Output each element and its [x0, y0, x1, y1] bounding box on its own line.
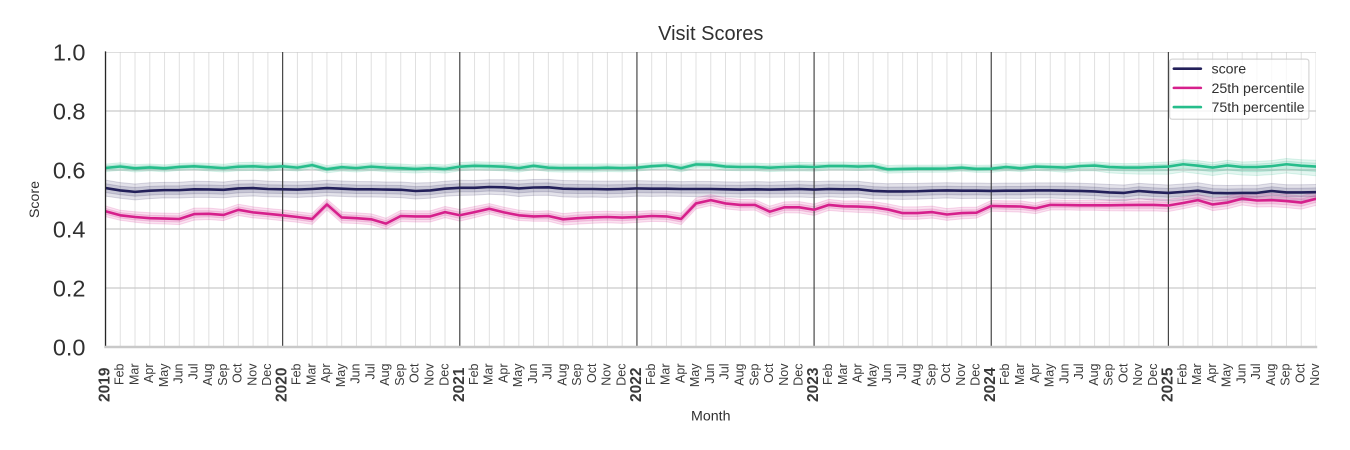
svg-text:Aug: Aug	[555, 363, 569, 385]
svg-text:Jul: Jul	[363, 363, 377, 379]
svg-text:Nov: Nov	[1308, 363, 1322, 386]
svg-text:Oct: Oct	[762, 363, 776, 383]
svg-text:Apr: Apr	[851, 363, 865, 382]
svg-text:Jul: Jul	[1072, 363, 1086, 379]
svg-text:Nov: Nov	[777, 363, 791, 386]
svg-text:0.6: 0.6	[53, 158, 86, 184]
svg-text:Mar: Mar	[127, 363, 141, 385]
svg-text:Mar: Mar	[659, 363, 673, 385]
svg-text:Oct: Oct	[585, 363, 599, 383]
svg-text:Dec: Dec	[614, 363, 628, 385]
svg-text:2022: 2022	[628, 367, 645, 401]
svg-text:Oct: Oct	[231, 363, 245, 383]
svg-text:Oct: Oct	[1293, 363, 1307, 383]
svg-text:Nov: Nov	[1131, 363, 1145, 386]
svg-text:May: May	[865, 363, 879, 387]
svg-text:75th percentile: 75th percentile	[1211, 100, 1304, 116]
svg-text:Aug: Aug	[1264, 363, 1278, 385]
svg-text:Aug: Aug	[201, 363, 215, 385]
svg-text:Oct: Oct	[408, 363, 422, 383]
svg-text:May: May	[1220, 363, 1234, 387]
svg-text:Jun: Jun	[880, 363, 894, 383]
svg-text:Sep: Sep	[570, 363, 584, 385]
svg-text:Apr: Apr	[1205, 363, 1219, 382]
svg-text:Feb: Feb	[467, 363, 481, 385]
svg-text:0.4: 0.4	[53, 217, 86, 243]
svg-text:Jun: Jun	[526, 363, 540, 383]
svg-text:May: May	[1043, 363, 1057, 387]
svg-text:Feb: Feb	[112, 363, 126, 385]
svg-text:Sep: Sep	[216, 363, 230, 385]
svg-text:2019: 2019	[97, 367, 114, 402]
svg-text:May: May	[334, 363, 348, 387]
svg-text:2020: 2020	[274, 367, 291, 401]
svg-text:Jun: Jun	[349, 363, 363, 383]
svg-text:Sep: Sep	[1279, 363, 1293, 385]
svg-text:May: May	[511, 363, 525, 387]
svg-text:Aug: Aug	[378, 363, 392, 385]
svg-text:Dec: Dec	[437, 363, 451, 385]
svg-text:score: score	[1211, 62, 1246, 78]
svg-text:Feb: Feb	[644, 363, 658, 385]
svg-text:Apr: Apr	[673, 363, 687, 382]
svg-text:Dec: Dec	[1146, 363, 1160, 385]
svg-text:Jun: Jun	[172, 363, 186, 383]
svg-text:Sep: Sep	[1102, 363, 1116, 385]
svg-text:Mar: Mar	[1190, 363, 1204, 385]
svg-text:2025: 2025	[1159, 367, 1176, 402]
svg-text:1.0: 1.0	[53, 40, 86, 66]
svg-text:Apr: Apr	[1028, 363, 1042, 382]
svg-text:Feb: Feb	[1175, 363, 1189, 385]
svg-text:Feb: Feb	[290, 363, 304, 385]
svg-text:Visit Scores: Visit Scores	[658, 23, 763, 45]
svg-text:Dec: Dec	[260, 363, 274, 385]
svg-text:Apr: Apr	[496, 363, 510, 382]
svg-text:Nov: Nov	[423, 363, 437, 386]
svg-text:0.8: 0.8	[53, 99, 86, 125]
svg-text:Feb: Feb	[821, 363, 835, 385]
svg-text:Mar: Mar	[836, 363, 850, 385]
svg-text:Mar: Mar	[304, 363, 318, 385]
svg-text:May: May	[688, 363, 702, 387]
svg-text:Oct: Oct	[1116, 363, 1130, 383]
svg-text:Aug: Aug	[1087, 363, 1101, 385]
svg-text:Nov: Nov	[954, 363, 968, 386]
svg-text:0.0: 0.0	[53, 335, 86, 361]
svg-text:Month: Month	[691, 408, 730, 424]
svg-text:Dec: Dec	[969, 363, 983, 385]
svg-text:Aug: Aug	[733, 363, 747, 385]
svg-text:Jun: Jun	[703, 363, 717, 383]
svg-text:Score: Score	[27, 181, 43, 218]
svg-text:0.2: 0.2	[53, 276, 86, 302]
svg-text:Apr: Apr	[142, 363, 156, 382]
svg-text:Sep: Sep	[924, 363, 938, 385]
svg-text:Dec: Dec	[792, 363, 806, 385]
svg-text:Oct: Oct	[939, 363, 953, 383]
svg-text:Nov: Nov	[600, 363, 614, 386]
svg-text:May: May	[157, 363, 171, 387]
svg-text:Jul: Jul	[541, 363, 555, 379]
svg-text:Jul: Jul	[718, 363, 732, 379]
svg-text:Jul: Jul	[1249, 363, 1263, 379]
svg-text:Sep: Sep	[393, 363, 407, 385]
svg-text:Feb: Feb	[998, 363, 1012, 385]
svg-text:25th percentile: 25th percentile	[1211, 81, 1304, 97]
svg-text:Sep: Sep	[747, 363, 761, 385]
svg-text:Aug: Aug	[910, 363, 924, 385]
svg-text:2023: 2023	[805, 367, 822, 402]
svg-text:Mar: Mar	[482, 363, 496, 385]
svg-text:Mar: Mar	[1013, 363, 1027, 385]
svg-text:2024: 2024	[982, 367, 999, 402]
svg-text:Jun: Jun	[1234, 363, 1248, 383]
svg-text:Jun: Jun	[1057, 363, 1071, 383]
svg-text:Jul: Jul	[186, 363, 200, 379]
svg-text:Jul: Jul	[895, 363, 909, 379]
svg-text:Nov: Nov	[245, 363, 259, 386]
svg-text:2021: 2021	[451, 367, 468, 402]
svg-text:Apr: Apr	[319, 363, 333, 382]
